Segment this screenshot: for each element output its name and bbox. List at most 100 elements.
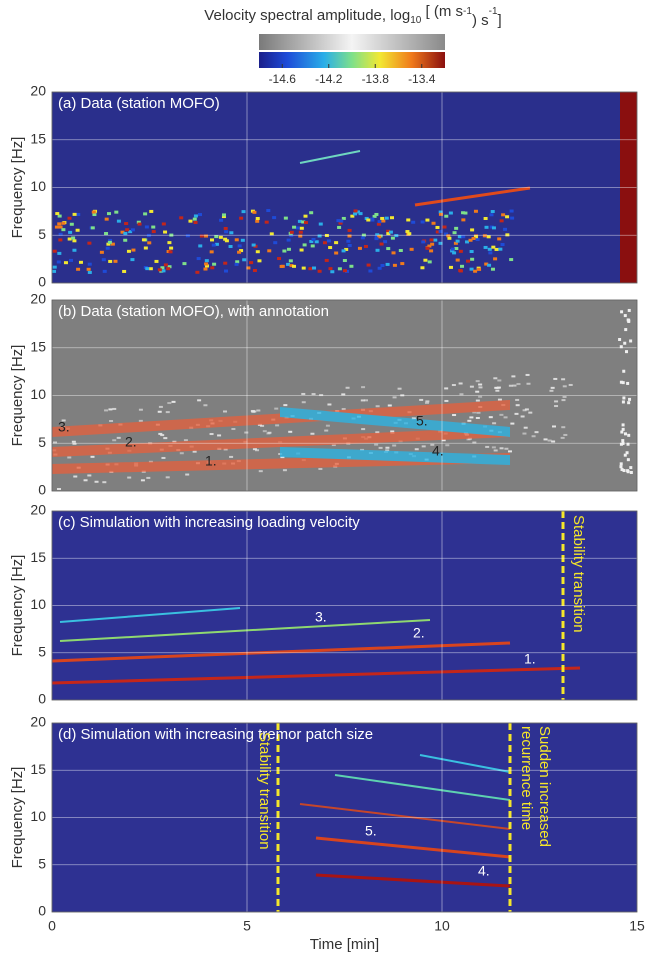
- panel-title: (a) Data (station MOFO): [58, 95, 220, 112]
- speckle: [624, 328, 628, 332]
- panel-title: (c) Simulation with increasing loading v…: [58, 514, 360, 531]
- speckle: [626, 458, 630, 462]
- speckle: [621, 427, 625, 431]
- speckle: [58, 232, 63, 236]
- speckle: [392, 396, 397, 399]
- band: [52, 400, 510, 437]
- speckle: [341, 216, 346, 220]
- speckle: [282, 469, 287, 472]
- speckle: [475, 380, 480, 383]
- speckle: [163, 230, 168, 234]
- speckle: [469, 267, 474, 271]
- speckle: [163, 437, 168, 440]
- speckle: [301, 392, 306, 395]
- speckle: [467, 419, 472, 422]
- speckle: [310, 432, 315, 435]
- speckle: [104, 409, 109, 412]
- y-tick-label: 10: [30, 596, 46, 612]
- speckle: [57, 222, 62, 226]
- speckle: [547, 439, 552, 442]
- speckle: [229, 455, 234, 458]
- speckle: [482, 234, 487, 238]
- x-tick-label: 10: [434, 918, 450, 934]
- speckle: [501, 213, 506, 217]
- speckle: [374, 237, 379, 241]
- speckle: [87, 262, 92, 266]
- speckle: [468, 238, 473, 242]
- speckle: [252, 210, 257, 214]
- speckle: [368, 269, 373, 273]
- speckle: [318, 222, 323, 226]
- speckle: [438, 241, 443, 245]
- speckle: [425, 218, 430, 222]
- speckle: [494, 386, 499, 389]
- colorbar-label: Velocity spectral amplitude, log10 [ (m …: [204, 3, 501, 29]
- y-tick-label: 0: [38, 691, 46, 707]
- speckle: [114, 210, 119, 214]
- speckle: [242, 258, 247, 262]
- speckle: [444, 399, 449, 402]
- speckle: [264, 220, 269, 224]
- speckle: [478, 383, 483, 386]
- speckle: [619, 465, 623, 469]
- speckle: [151, 230, 156, 234]
- speckle: [448, 211, 453, 215]
- speckle: [272, 216, 277, 220]
- speckle: [209, 433, 214, 436]
- speckle: [420, 220, 425, 224]
- speckle: [448, 265, 453, 269]
- speckle: [497, 398, 502, 401]
- speckle: [297, 219, 302, 223]
- speckle: [210, 238, 215, 242]
- speckle: [123, 231, 128, 235]
- speckle: [55, 212, 60, 216]
- speckle: [618, 338, 622, 342]
- speckle: [551, 440, 556, 443]
- speckle: [324, 258, 329, 262]
- speckle: [444, 387, 449, 390]
- speckle: [451, 384, 456, 387]
- speckle: [493, 449, 498, 452]
- speckle: [458, 249, 463, 253]
- speckle: [239, 216, 244, 220]
- y-tick-label: 5: [38, 643, 46, 659]
- speckle: [490, 267, 495, 271]
- speckle: [347, 243, 352, 247]
- speckle: [528, 411, 533, 414]
- speckle: [561, 399, 566, 402]
- speckle: [473, 235, 478, 239]
- speckle: [475, 390, 480, 393]
- speckle: [224, 239, 229, 243]
- speckle: [379, 242, 384, 246]
- speckle: [526, 382, 531, 385]
- speckle: [52, 249, 57, 253]
- speckle: [286, 247, 291, 251]
- speckle: [381, 219, 386, 223]
- speckle: [620, 310, 624, 314]
- speckle: [514, 412, 519, 415]
- speckle: [386, 229, 391, 233]
- y-tick-label: 5: [38, 855, 46, 871]
- speckle: [385, 262, 390, 266]
- speckle: [334, 251, 339, 255]
- speckle: [192, 217, 197, 221]
- speckle: [92, 213, 97, 217]
- speckle: [301, 401, 306, 404]
- y-axis-label: Frequency [Hz]: [9, 767, 26, 869]
- speckle: [160, 266, 165, 270]
- speckle: [101, 258, 106, 262]
- speckle: [283, 216, 288, 220]
- speckle: [75, 228, 80, 232]
- speckle: [344, 269, 349, 273]
- speckle: [244, 431, 249, 434]
- speckle: [109, 419, 114, 422]
- speckle: [222, 213, 227, 217]
- speckle: [71, 236, 76, 240]
- speckle: [554, 405, 559, 408]
- speckle: [491, 226, 496, 230]
- speckle: [223, 410, 228, 413]
- speckle: [525, 373, 530, 376]
- speckle: [274, 407, 279, 410]
- speckle: [336, 219, 341, 223]
- speckle: [198, 244, 203, 248]
